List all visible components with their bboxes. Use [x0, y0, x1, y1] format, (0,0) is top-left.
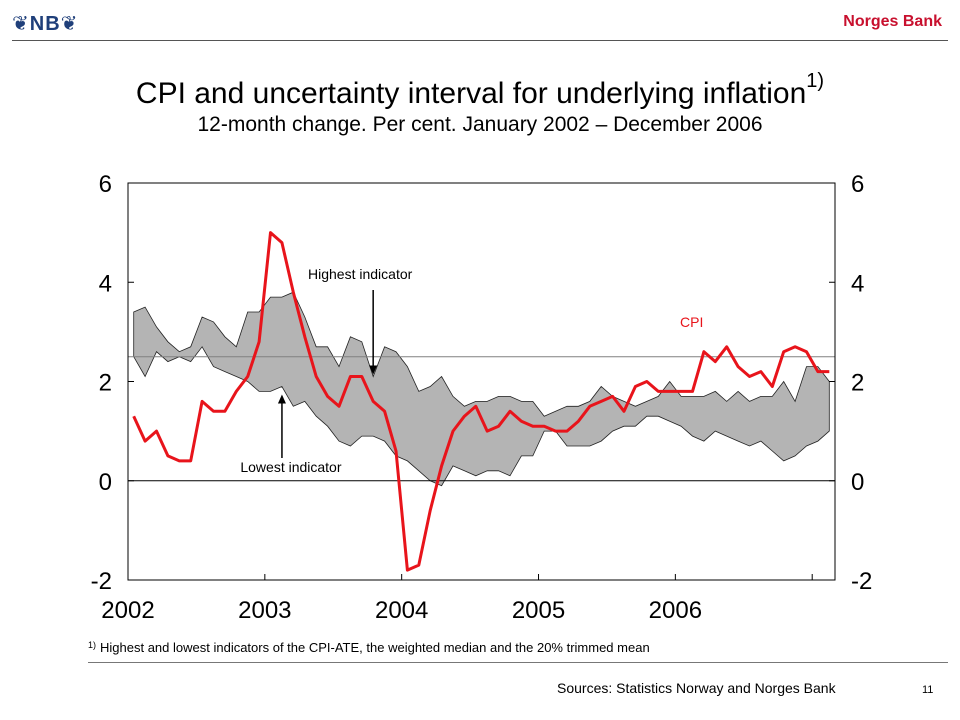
x-tick-label: 2005	[512, 597, 565, 624]
highest-indicator-arrow-head	[369, 365, 378, 375]
right-y-tick-label: 0	[851, 469, 864, 496]
right-y-tick-label: 4	[851, 270, 864, 297]
right-y-tick-label: 6	[851, 171, 864, 198]
footnote-text: Highest and lowest indicators of the CPI…	[100, 640, 650, 655]
plot-frame	[127, 182, 836, 581]
right-y-tick-label: 2	[851, 370, 864, 397]
lowest-indicator-label: Lowest indicator	[240, 459, 342, 475]
chart-subtitle: 12-month change. Per cent. January 2002 …	[197, 113, 763, 136]
page-number: 11	[922, 684, 934, 696]
footnote: 1) Highest and lowest indicators of the C…	[88, 640, 650, 655]
norges-bank-logo: ❦NB❦	[12, 13, 79, 35]
footer-divider	[88, 662, 948, 663]
highest-indicator-label: Highest indicator	[308, 266, 413, 282]
lowest-indicator-arrow-head	[277, 394, 286, 404]
uncertainty-band	[133, 291, 830, 487]
left-y-tick-label: 0	[99, 469, 112, 496]
left-y-tick-label: 2	[99, 370, 112, 397]
x-tick-label: 2002	[101, 597, 154, 624]
x-tick-label: 2003	[238, 597, 291, 624]
bank-name: Norges Bank	[843, 13, 942, 30]
cpi-label: CPI	[680, 314, 703, 330]
uncertainty-band-layer	[133, 291, 830, 487]
axes-layer: -2 -2 0 0 2 2 4 4 6 6 2002 2003 2004 2005 2006	[91, 171, 873, 624]
footnote-marker: 1)	[88, 640, 97, 650]
chart-title: CPI and uncertainty interval for underly…	[0, 70, 960, 111]
chart-title-text: CPI and uncertainty interval for underly…	[135, 77, 807, 110]
cpi-line-layer	[132, 231, 830, 572]
x-tick-label: 2004	[375, 597, 428, 624]
left-y-tick-label: 6	[99, 171, 112, 198]
left-y-tick-label: 4	[99, 270, 112, 297]
sources-note: Sources: Statistics Norway and Norges Ba…	[557, 680, 836, 696]
cpi-line	[132, 231, 830, 572]
header-divider	[12, 40, 948, 41]
left-y-tick-label: -2	[91, 568, 112, 595]
title-footnote-marker: 1)	[806, 70, 825, 92]
right-y-tick-label: -2	[851, 568, 872, 595]
annotation-layer: Highest indicator Lowest indicator CPI	[240, 266, 703, 475]
x-tick-label: 2006	[649, 597, 702, 624]
